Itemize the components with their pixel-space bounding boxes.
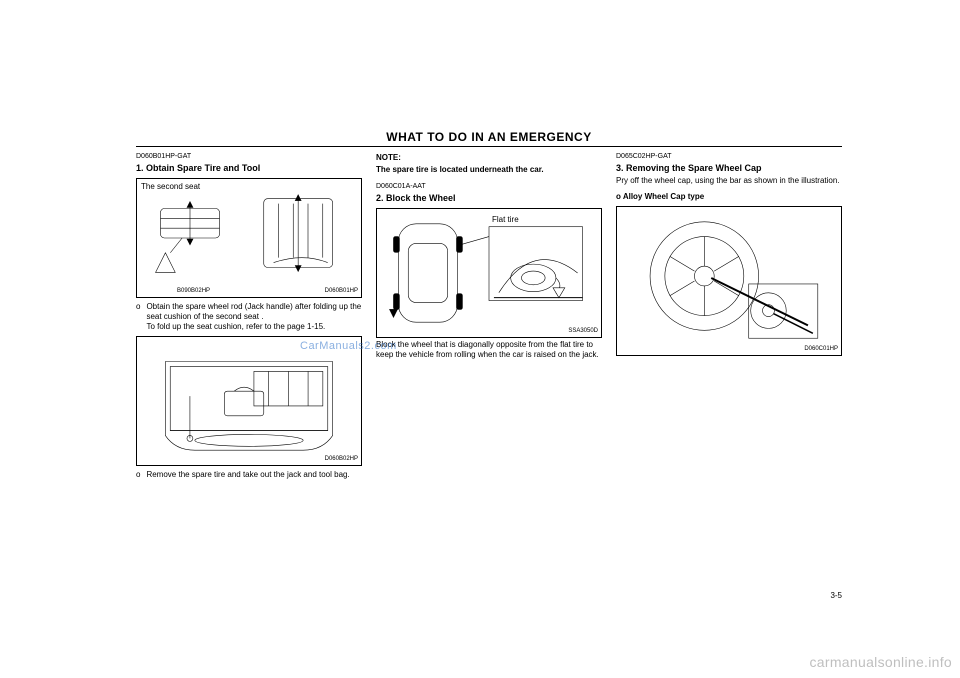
fig1-caption-left: B090B02HP	[177, 288, 210, 296]
figure-wheel-cap: D060C01HP	[616, 206, 842, 356]
bullet-list-2: o Remove the spare tire and take out the…	[136, 470, 362, 480]
section-title-2: 2. Block the Wheel	[376, 193, 602, 204]
column-3: D065C02HP-GAT 3. Removing the Spare Whee…	[616, 153, 842, 480]
figure-cargo-area: D060B02HP	[136, 336, 362, 466]
section-title-3: 3. Removing the Spare Wheel Cap	[616, 163, 842, 174]
figure-block-wheel: Flat tire	[376, 208, 602, 338]
columns: D060B01HP-GAT 1. Obtain Spare Tire and T…	[136, 147, 842, 480]
block-wheel-text: Block the wheel that is diagonally oppos…	[376, 340, 602, 360]
cap-type-label: o Alloy Wheel Cap type	[616, 192, 842, 202]
bullet-text-b: To fold up the seat cushion, refer to th…	[146, 322, 325, 331]
note-text: The spare tire is located underneath the…	[376, 165, 602, 175]
figure-seat-tool: The second seat	[136, 178, 362, 298]
fig1-illustration	[137, 179, 361, 297]
fig4-caption: D060C01HP	[804, 346, 838, 354]
bullet-list-1: o Obtain the spare wheel rod (Jack handl…	[136, 302, 362, 332]
fig3-illustration	[377, 209, 601, 337]
page-number: 3-5	[830, 591, 842, 600]
note-label: NOTE:	[376, 153, 602, 163]
column-2: NOTE: The spare tire is located undernea…	[376, 153, 602, 480]
fig1-caption-right: D060B01HP	[325, 288, 358, 296]
remove-cap-text: Pry off the wheel cap, using the bar as …	[616, 176, 842, 186]
ref-code-2: D060C01A-AAT	[376, 183, 602, 192]
fig3-flat-label: Flat tire	[492, 215, 519, 225]
fig1-label: The second seat	[141, 182, 200, 192]
bullet-marker: o	[136, 302, 140, 332]
page-header: WHAT TO DO IN AN EMERGENCY	[136, 130, 842, 147]
bullet-marker: o	[136, 470, 140, 480]
section-title-1: 1. Obtain Spare Tire and Tool	[136, 163, 362, 174]
ref-code-3: D065C02HP-GAT	[616, 153, 842, 162]
ref-code-1: D060B01HP-GAT	[136, 153, 362, 162]
column-1: D060B01HP-GAT 1. Obtain Spare Tire and T…	[136, 153, 362, 480]
bullet-text-a: Obtain the spare wheel rod (Jack handle)…	[146, 302, 361, 321]
watermark-bottom: carmanualsonline.info	[810, 654, 953, 670]
bullet-text: Remove the spare tire and take out the j…	[146, 470, 362, 480]
fig2-caption: D060B02HP	[325, 456, 358, 464]
list-item: o Obtain the spare wheel rod (Jack handl…	[136, 302, 362, 332]
fig2-illustration	[137, 337, 361, 465]
watermark-mid: CarManuals2.com	[300, 340, 397, 352]
fig3-caption: SSA3050D	[568, 328, 598, 336]
fig4-illustration	[617, 207, 841, 355]
list-item: o Remove the spare tire and take out the…	[136, 470, 362, 480]
bullet-text: Obtain the spare wheel rod (Jack handle)…	[146, 302, 362, 332]
manual-page: WHAT TO DO IN AN EMERGENCY D060B01HP-GAT…	[136, 130, 842, 600]
